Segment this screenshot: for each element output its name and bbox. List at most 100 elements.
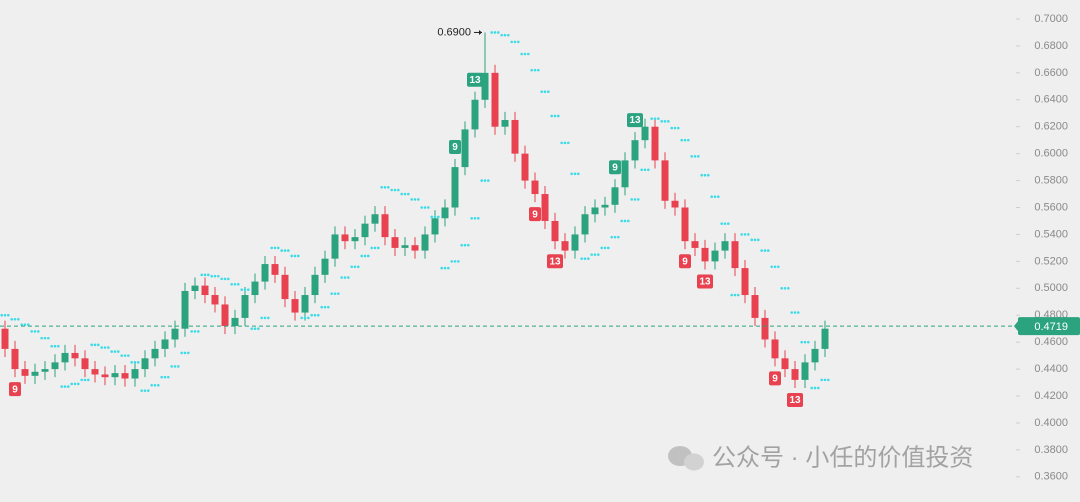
sar-dot — [270, 246, 274, 250]
sar-dot — [697, 155, 700, 158]
td-badge — [627, 113, 643, 128]
sar-dot — [260, 316, 264, 320]
candle-body — [41, 369, 49, 372]
sar-dot — [240, 288, 243, 291]
candle-body — [521, 153, 529, 181]
sar-dot — [190, 330, 193, 333]
sar-dot — [337, 292, 340, 295]
sar-dot — [537, 68, 540, 72]
sar-dot — [563, 141, 567, 145]
sar-dot — [757, 238, 760, 242]
sar-dot — [773, 265, 777, 269]
sar-dot — [543, 90, 547, 94]
candle-body — [501, 119, 509, 127]
candle-body — [1, 328, 9, 349]
candle-body — [451, 167, 459, 208]
candle-body — [231, 317, 239, 327]
sar-dot — [727, 222, 730, 225]
sar-dot — [130, 361, 133, 364]
candle-body — [51, 362, 59, 370]
td-label: 9 — [532, 209, 538, 220]
sar-dot — [123, 354, 127, 357]
sar-dot — [800, 340, 803, 344]
candle-body — [71, 352, 79, 359]
sar-dot — [693, 155, 697, 158]
sar-dot — [97, 343, 100, 347]
candle-body — [351, 237, 359, 242]
sar-dot — [560, 141, 563, 145]
sar-dot — [463, 243, 467, 247]
sar-dot — [350, 265, 354, 269]
candle-body — [671, 200, 679, 208]
sar-dot — [163, 375, 167, 379]
candle-body — [471, 99, 479, 130]
candle-body — [261, 264, 269, 282]
sar-dot — [323, 305, 327, 309]
candle-body — [211, 295, 219, 305]
sar-dot — [107, 346, 110, 349]
sar-dot — [257, 327, 260, 330]
y-tick-label: 0.4000 — [1034, 417, 1068, 429]
sar-dot — [617, 235, 620, 239]
sar-dot — [790, 311, 793, 314]
candle-body — [101, 374, 109, 378]
sar-dot — [487, 179, 490, 182]
sar-dot — [767, 249, 770, 252]
candle-body — [551, 220, 559, 242]
y-tick-label: 0.6600 — [1034, 67, 1068, 79]
sar-dot — [17, 317, 20, 321]
candle-body — [641, 126, 649, 141]
sar-dot — [807, 340, 810, 344]
sar-dot — [173, 365, 177, 368]
candle-body — [321, 258, 329, 275]
sar-dot — [277, 246, 280, 250]
sar-dot — [217, 274, 220, 278]
sar-dot — [643, 168, 647, 172]
sar-dot — [397, 188, 400, 192]
candle-body — [601, 204, 609, 208]
candle-body — [631, 140, 639, 161]
candle-body — [21, 369, 29, 376]
sar-dot — [263, 316, 267, 320]
sar-dot — [730, 293, 733, 297]
sar-dot — [37, 330, 40, 333]
candle-body — [541, 194, 549, 221]
sar-dot — [423, 206, 427, 209]
candle-body — [781, 358, 789, 370]
sar-dot — [120, 354, 123, 357]
sar-dot — [467, 243, 470, 247]
td-badge — [449, 140, 461, 155]
sar-dot — [620, 219, 623, 223]
sar-dot — [290, 254, 294, 258]
sar-dot — [450, 260, 454, 263]
sar-dot — [40, 336, 43, 340]
sar-dot — [10, 317, 13, 321]
td-badge — [609, 160, 621, 175]
sar-dot — [403, 192, 407, 196]
sar-dot — [103, 346, 107, 349]
sar-dot — [417, 198, 420, 201]
sar-dot — [0, 313, 3, 317]
sar-dot — [530, 68, 533, 72]
candle-body — [181, 290, 189, 329]
candle-body — [401, 245, 409, 248]
sar-dot — [283, 249, 287, 252]
sar-dot — [777, 265, 780, 269]
sar-dot — [753, 238, 757, 242]
last-price-label: 0.4719 — [1034, 321, 1068, 333]
td-label: 13 — [789, 395, 801, 406]
sar-dot — [553, 114, 557, 118]
sar-dot — [293, 254, 297, 258]
sar-dot — [197, 330, 200, 333]
candle-body — [121, 373, 129, 379]
sar-dot — [253, 327, 257, 330]
sar-dot — [400, 192, 404, 196]
sar-dot — [50, 344, 53, 348]
sar-dot — [327, 305, 330, 309]
sar-dot — [603, 246, 607, 250]
candle-body — [681, 207, 689, 242]
td-label: 9 — [682, 256, 688, 267]
sar-dot — [133, 361, 137, 364]
sar-dot — [687, 138, 690, 142]
